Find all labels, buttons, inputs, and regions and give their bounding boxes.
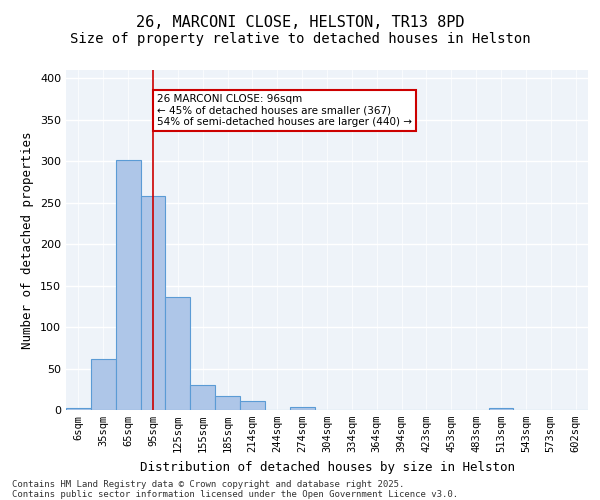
Bar: [215, 396, 240, 410]
Bar: [488, 408, 514, 410]
Text: Contains HM Land Registry data © Crown copyright and database right 2025.
Contai: Contains HM Land Registry data © Crown c…: [12, 480, 458, 500]
Text: 26 MARCONI CLOSE: 96sqm
← 45% of detached houses are smaller (367)
54% of semi-d: 26 MARCONI CLOSE: 96sqm ← 45% of detache…: [157, 94, 412, 127]
Text: Size of property relative to detached houses in Helston: Size of property relative to detached ho…: [70, 32, 530, 46]
Text: 26, MARCONI CLOSE, HELSTON, TR13 8PD: 26, MARCONI CLOSE, HELSTON, TR13 8PD: [136, 15, 464, 30]
X-axis label: Distribution of detached houses by size in Helston: Distribution of detached houses by size …: [139, 460, 515, 473]
Bar: [240, 401, 265, 410]
Bar: [66, 408, 91, 410]
Bar: [166, 297, 190, 410]
Bar: [190, 385, 215, 410]
Bar: [290, 406, 314, 410]
Bar: [140, 196, 166, 410]
Bar: [91, 360, 116, 410]
Bar: [116, 160, 140, 410]
Y-axis label: Number of detached properties: Number of detached properties: [22, 131, 34, 349]
